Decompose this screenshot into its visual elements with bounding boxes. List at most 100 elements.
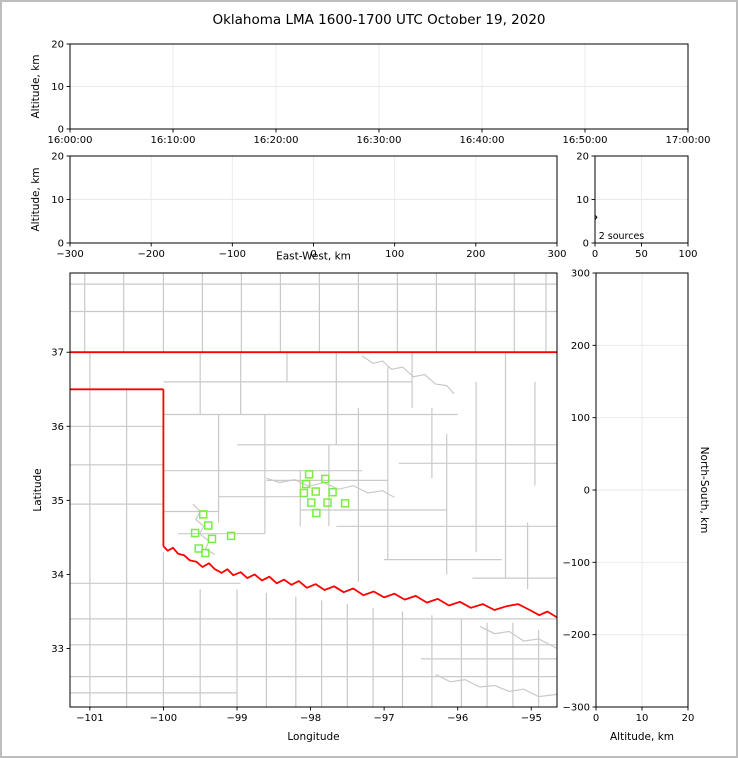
river-line bbox=[266, 477, 395, 498]
tick-label: −97 bbox=[374, 713, 395, 724]
tick-label: 50 bbox=[635, 249, 648, 260]
source-marker bbox=[207, 534, 217, 544]
tick-label: 16:50:00 bbox=[563, 135, 608, 146]
tick-label: 16:00:00 bbox=[48, 135, 93, 146]
tick-label: −100 bbox=[219, 249, 246, 260]
tick-label: −96 bbox=[447, 713, 468, 724]
tick-label: 0 bbox=[58, 125, 64, 136]
tick-label: 16:30:00 bbox=[357, 135, 402, 146]
tick-label: 0 bbox=[584, 486, 590, 497]
x-axis-ticks: 0 10 20 bbox=[593, 707, 694, 724]
tick-label: 33 bbox=[51, 644, 64, 655]
source-marker bbox=[204, 521, 213, 530]
gridlines bbox=[70, 156, 557, 243]
tick-label: −100 bbox=[563, 558, 590, 569]
tick-label: 10 bbox=[636, 713, 649, 724]
source-marker bbox=[194, 544, 203, 553]
river-line bbox=[479, 625, 557, 650]
tick-label: −300 bbox=[563, 703, 590, 714]
y-axis-ticks: −300 −200 −100 0 100 200 300 bbox=[563, 269, 596, 714]
map-layers bbox=[70, 273, 557, 707]
gridlines bbox=[596, 273, 688, 707]
tick-label: −98 bbox=[300, 713, 321, 724]
y-axis-ticks: 33 34 35 36 37 bbox=[51, 348, 70, 655]
river-line bbox=[361, 355, 455, 395]
x-axis-label: Altitude, km bbox=[610, 731, 674, 743]
y-axis-label: North-South, km bbox=[698, 447, 710, 534]
tick-label: 300 bbox=[571, 269, 590, 280]
source-marker bbox=[321, 474, 330, 484]
tick-label: 300 bbox=[547, 249, 566, 260]
x-axis-label: East-West, km bbox=[276, 251, 351, 263]
tick-label: −200 bbox=[563, 630, 590, 641]
sources-count-annotation: 2 sources bbox=[599, 231, 645, 242]
x-axis-label: Longitude bbox=[287, 731, 339, 743]
tick-label: 20 bbox=[51, 40, 64, 51]
source-marker bbox=[299, 488, 309, 498]
tick-label: 37 bbox=[51, 348, 64, 359]
panel-time_altitude: 16:00:00 16:10:00 16:20:00 16:30:00 16:40:00… bbox=[30, 40, 710, 147]
tick-label: 200 bbox=[466, 249, 485, 260]
tick-label: −95 bbox=[521, 713, 542, 724]
state-border bbox=[70, 351, 557, 619]
tick-label: 0 bbox=[593, 713, 599, 724]
tick-label: 100 bbox=[678, 249, 697, 260]
tick-label: 10 bbox=[576, 195, 589, 206]
tick-label: 0 bbox=[310, 249, 316, 260]
figure-title: Oklahoma LMA 1600-1700 UTC October 19, 2… bbox=[212, 12, 546, 28]
tick-label: −200 bbox=[137, 249, 164, 260]
tick-label: −100 bbox=[150, 713, 177, 724]
panel-plan_view: −101 −100 −99 −98 −97 −96 −95 33 34 35 36 37 Longitu… bbox=[32, 272, 558, 743]
lightning-sources bbox=[190, 470, 350, 558]
state-border-line bbox=[162, 545, 557, 619]
source-marker bbox=[304, 470, 314, 479]
panel-ns_altitude: 0 10 20 −300 −200 −100 0 100 200 300 Altitude, km N… bbox=[563, 269, 710, 744]
source-marker bbox=[323, 498, 332, 507]
tick-label: 0 bbox=[592, 249, 598, 260]
panel-ew_altitude: −300 −200 −100 0 100 200 300 0 10 20 East-West, km… bbox=[30, 152, 567, 263]
histogram-trace bbox=[594, 214, 598, 220]
tick-label: 34 bbox=[51, 570, 64, 581]
tick-label: 36 bbox=[51, 422, 64, 433]
tick-label: 10 bbox=[51, 82, 64, 93]
tick-label: 200 bbox=[571, 341, 590, 352]
source-marker bbox=[340, 499, 350, 508]
source-marker bbox=[311, 487, 320, 496]
county-lines bbox=[70, 273, 557, 707]
x-axis-ticks: 16:00:00 16:10:00 16:20:00 16:30:00 16:40:00… bbox=[48, 129, 711, 146]
y-axis-label: Altitude, km bbox=[30, 167, 42, 231]
gridlines bbox=[595, 156, 688, 243]
source-marker bbox=[328, 487, 337, 497]
y-axis-label: Altitude, km bbox=[30, 54, 42, 118]
gridlines bbox=[70, 44, 688, 129]
y-axis-ticks: 0 10 20 bbox=[51, 152, 70, 250]
source-marker bbox=[226, 531, 236, 541]
x-axis-ticks: −300 −200 −100 0 100 200 300 bbox=[56, 243, 567, 260]
tick-label: 0 bbox=[58, 239, 64, 250]
source-marker bbox=[312, 508, 321, 518]
source-marker bbox=[190, 528, 200, 538]
y-axis-label: Latitude bbox=[32, 468, 44, 511]
x-axis-ticks: −101 −100 −99 −98 −97 −96 −95 bbox=[76, 707, 542, 724]
tick-label: 100 bbox=[385, 249, 404, 260]
tick-label: 16:10:00 bbox=[151, 135, 196, 146]
river-line bbox=[435, 673, 557, 698]
y-axis-ticks: 0 10 20 bbox=[51, 40, 70, 136]
tick-label: −300 bbox=[56, 249, 83, 260]
source-marker bbox=[301, 479, 311, 489]
y-axis-ticks: 0 10 20 bbox=[576, 152, 595, 250]
x-axis-ticks: 0 50 100 bbox=[592, 243, 698, 260]
tick-label: 20 bbox=[576, 152, 589, 163]
source-marker bbox=[307, 498, 316, 507]
tick-label: −99 bbox=[226, 713, 247, 724]
tick-label: 0 bbox=[583, 239, 589, 250]
tick-label: 100 bbox=[571, 413, 590, 424]
tick-label: 16:20:00 bbox=[254, 135, 299, 146]
tick-label: 10 bbox=[51, 195, 64, 206]
source-marker bbox=[198, 510, 208, 519]
tick-label: −101 bbox=[76, 713, 103, 724]
tick-label: 17:00:00 bbox=[666, 135, 711, 146]
